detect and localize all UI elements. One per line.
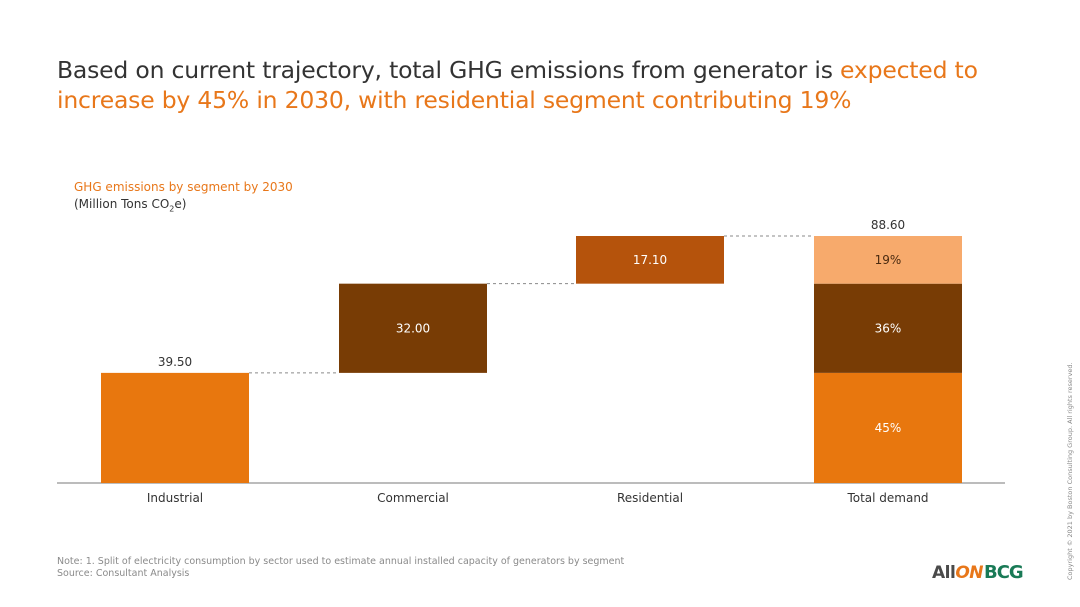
footnote-note: Note: 1. Split of electricity consumptio… [57,556,625,567]
chart-subtitle: GHG emissions by segment by 2030 (Millio… [74,179,293,217]
share-label-commercial: 36% [875,321,902,335]
data-label-industrial: 39.50 [158,355,192,369]
data-label-commercial: 32.00 [396,321,430,335]
bcg-logo: BCG [984,562,1024,583]
footnote: Note: 1. Split of electricity consumptio… [57,556,624,580]
data-label-residential: 17.10 [633,253,667,267]
bar-residential [576,236,724,284]
total-segment-industrial [814,372,962,483]
headline-part1: Based on current trajectory, total GHG e… [57,56,841,84]
bar-commercial [339,283,487,373]
total-segment-residential [814,236,962,284]
chart-title: GHG emissions by segment by 2030 [74,180,293,194]
chart-unit: (Million Tons CO2e) [74,197,187,214]
share-label-industrial: 45% [875,421,902,435]
total-segment-commercial [814,283,962,373]
bar-industrial [101,372,249,483]
data-label-total: 88.60 [871,218,905,232]
page-title: Based on current trajectory, total GHG e… [57,55,1037,115]
category-label-commercial: Commercial [377,491,449,505]
allon-logo: AllON [932,563,983,583]
category-label-total-demand: Total demand [846,491,928,505]
copyright-text: Copyright © 2021 by Boston Consulting Gr… [1066,362,1074,580]
footnote-source: Source: Consultant Analysis [57,568,190,579]
category-label-industrial: Industrial [147,491,203,505]
headline-highlight: expected to increase by 45% in 2030, wit… [57,56,978,114]
share-label-residential: 19% [875,253,902,267]
category-label-residential: Residential [617,491,683,505]
